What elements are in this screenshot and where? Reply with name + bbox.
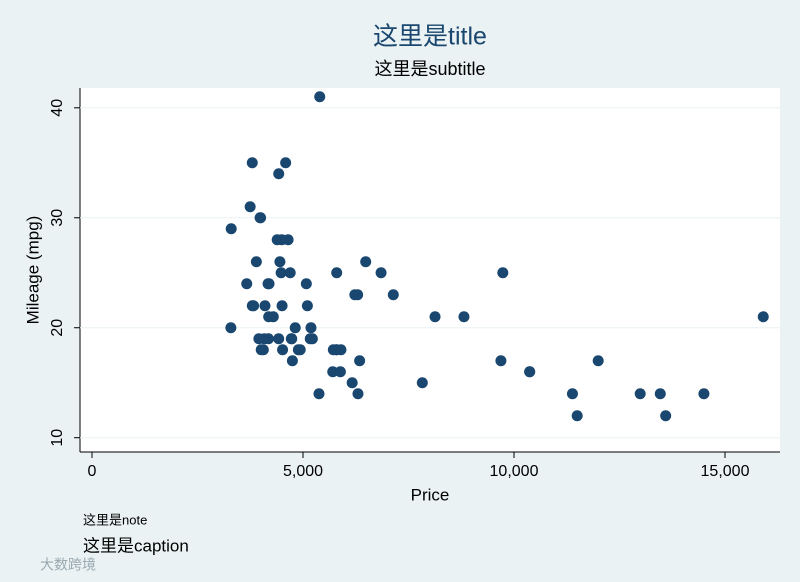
point [354,355,366,367]
point [458,311,470,323]
caption: 这里是caption [83,536,189,555]
point [306,333,318,345]
point [248,300,260,312]
point [566,388,578,400]
point [273,168,285,180]
point [327,366,339,378]
point [375,267,387,279]
point [698,388,710,400]
point [314,91,326,103]
x-tick-label: 10,000 [490,463,539,480]
point [255,212,267,224]
point [360,256,372,268]
point [301,300,313,312]
point [757,311,769,323]
point [571,410,583,422]
point [257,344,269,356]
point [634,388,646,400]
point [274,256,286,268]
point [294,344,306,356]
point [225,223,237,235]
point [246,157,258,169]
point [305,322,317,334]
point [352,388,364,400]
point [335,344,347,356]
point [273,333,285,345]
point [416,377,428,389]
point [592,355,604,367]
y-tick-label: 10 [49,429,66,447]
point [327,344,339,356]
chart-title: 这里是title [373,23,487,51]
point [253,333,265,345]
point [497,267,509,279]
point [313,388,325,400]
point [654,388,666,400]
point [276,234,288,246]
point [289,322,301,334]
plot-area [80,88,780,452]
point [280,157,292,169]
point [334,366,346,378]
chart-subtitle: 这里是subtitle [374,59,485,79]
point [524,366,536,378]
point [285,333,297,345]
x-tick-label: 5,000 [283,463,323,480]
point [387,289,399,301]
point [349,289,361,301]
y-tick-label: 20 [49,319,66,337]
x-axis-label: Price [411,485,450,504]
point [660,410,672,422]
point [225,322,237,334]
point [262,278,274,290]
point [277,344,289,356]
point [275,267,287,279]
point [259,300,271,312]
point [300,278,312,290]
point [346,377,358,389]
point [286,355,298,367]
point [267,311,279,323]
y-tick-label: 40 [49,99,66,117]
point [495,355,507,367]
watermark: 大数跨境 [40,557,96,573]
x-tick-label: 0 [88,463,97,480]
point [429,311,441,323]
point [276,300,288,312]
point [331,267,343,279]
y-axis-label: Mileage (mpg) [23,216,42,325]
y-tick-label: 30 [49,209,66,227]
point [244,201,256,213]
note: 这里是note [83,512,147,527]
x-tick-label: 15,000 [701,463,750,480]
point [284,267,296,279]
point [241,278,253,290]
point [250,256,262,268]
point [262,333,274,345]
